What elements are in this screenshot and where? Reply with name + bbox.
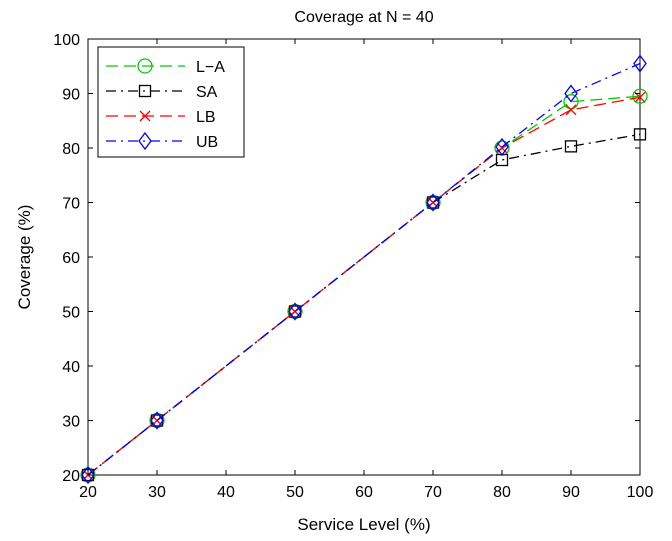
legend-entry: UB bbox=[106, 131, 218, 151]
series-3 bbox=[81, 54, 647, 485]
series-layer bbox=[80, 54, 648, 485]
tick-layer: 20 30 40 50 60 70 80 90 100 20 30 40 50 60 70 80 90 100 bbox=[53, 32, 653, 501]
legend: L−A SA LB UB bbox=[97, 46, 245, 158]
x-tick-label: 40 bbox=[217, 484, 235, 501]
data-point bbox=[565, 104, 577, 116]
data-point bbox=[81, 465, 95, 485]
x-tick-label: 20 bbox=[79, 484, 97, 501]
data-point bbox=[288, 302, 302, 321]
y-tick-label: 20 bbox=[62, 468, 80, 485]
x-tick-label: 90 bbox=[562, 484, 580, 501]
chart-title: Coverage at N = 40 bbox=[294, 9, 433, 26]
y-axis-label: Coverage (%) bbox=[15, 205, 34, 310]
legend-entry: LB bbox=[106, 109, 216, 126]
data-point bbox=[563, 94, 579, 110]
y-tick-label: 60 bbox=[62, 250, 80, 267]
x-tick-label: 60 bbox=[355, 484, 373, 501]
legend-entry: L−A bbox=[106, 58, 225, 76]
y-tick-label: 40 bbox=[62, 359, 80, 376]
legend-label: LB bbox=[196, 109, 216, 126]
legend-marker bbox=[139, 110, 151, 122]
y-tick-label: 70 bbox=[62, 196, 80, 213]
data-point bbox=[426, 193, 440, 212]
data-point bbox=[564, 140, 578, 153]
y-tick-label: 100 bbox=[53, 32, 80, 49]
y-tick-label: 80 bbox=[62, 141, 80, 158]
data-point bbox=[495, 137, 509, 156]
data-point bbox=[564, 84, 578, 103]
legend-marker bbox=[137, 58, 153, 74]
x-tick-label: 100 bbox=[627, 484, 654, 501]
y-tick-label: 30 bbox=[62, 414, 80, 431]
data-point bbox=[633, 54, 647, 73]
legend-marker bbox=[138, 131, 152, 151]
x-tick-label: 70 bbox=[424, 484, 442, 501]
legend-marker bbox=[138, 84, 152, 98]
x-tick-label: 50 bbox=[286, 484, 304, 501]
data-point bbox=[150, 411, 164, 430]
x-axis-label: Service Level (%) bbox=[297, 515, 430, 534]
y-tick-label: 90 bbox=[62, 87, 80, 104]
x-tick-label: 80 bbox=[493, 484, 511, 501]
legend-label: SA bbox=[196, 84, 218, 101]
data-point bbox=[633, 128, 647, 141]
y-tick-label: 50 bbox=[62, 305, 80, 322]
legend-entry: SA bbox=[106, 84, 218, 101]
legend-label: L−A bbox=[196, 59, 225, 76]
data-point bbox=[632, 88, 648, 104]
legend-box bbox=[97, 46, 245, 158]
legend-label: UB bbox=[196, 134, 218, 151]
x-tick-label: 30 bbox=[148, 484, 166, 501]
